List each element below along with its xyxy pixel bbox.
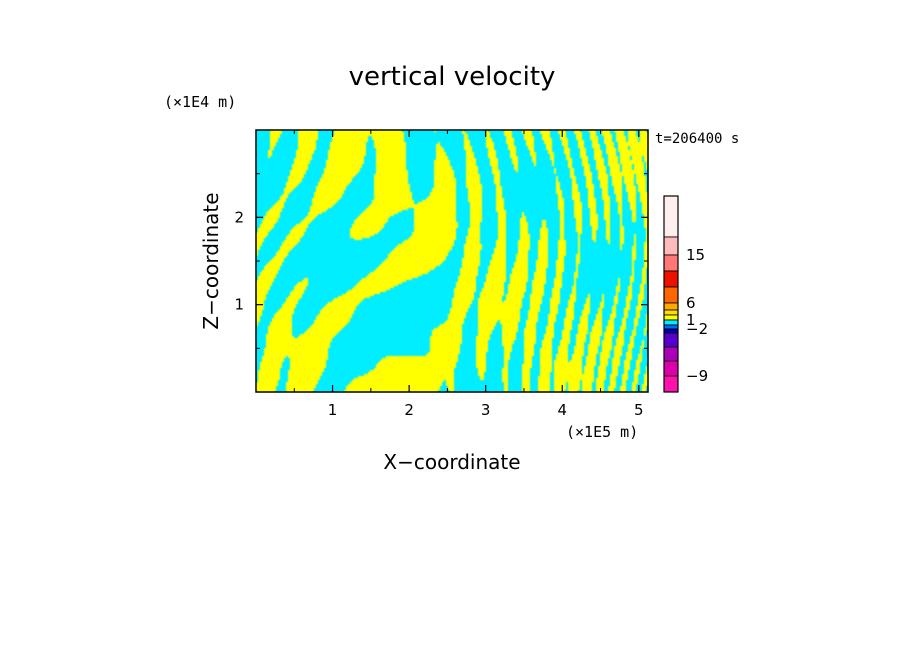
time-label: t=206400 s <box>655 131 739 147</box>
colorbar-segment-8 <box>663 314 679 321</box>
x-axis: 1 2 3 4 5 <box>293 130 644 419</box>
colorbar-segment-13 <box>663 346 679 362</box>
colorbar-segment-9 <box>663 319 679 326</box>
colorbar-segment-2 <box>663 236 679 256</box>
colorbar-label-1: 15 <box>686 246 705 264</box>
colorbar-segment-5 <box>663 286 679 304</box>
y-unit-label: (×1E4 m) <box>164 93 236 111</box>
x-tick-label-5: 5 <box>634 401 644 419</box>
colorbar-segment-12 <box>663 332 679 348</box>
x-tick-label-2: 2 <box>404 401 414 419</box>
chart-title: vertical velocity <box>349 62 556 92</box>
colorbar-label-5: −9 <box>686 367 708 385</box>
y-tick-label-1: 1 <box>234 296 244 314</box>
colorbar-segment-4 <box>663 270 679 288</box>
x-tick-label-1: 1 <box>328 401 338 419</box>
x-unit-label: (×1E5 m) <box>566 423 638 441</box>
colorbar-segment-6 <box>663 302 679 311</box>
colorbar: 15 61−2 −9 <box>663 195 708 393</box>
colorbar-segment-7 <box>663 309 679 316</box>
colorbar-label-4: −2 <box>686 320 708 338</box>
colorbar-segment-1 <box>663 195 679 238</box>
velocity-field <box>256 130 648 392</box>
colorbar-label-2: 6 <box>686 294 696 312</box>
colorbar-segment-10 <box>663 324 679 330</box>
velocity-field-image <box>256 130 648 392</box>
y-axis: 12 <box>234 173 648 349</box>
colorbar-segment-3 <box>663 254 679 272</box>
y-tick-label-2: 2 <box>234 208 244 226</box>
colorbar-label-3: 1 <box>686 311 696 329</box>
colorbar-frame <box>663 195 679 393</box>
colorbar-segment-11 <box>663 328 679 334</box>
x-tick-label-3: 3 <box>481 401 491 419</box>
x-axis-label: X−coordinate <box>383 450 520 474</box>
x-tick-label-4: 4 <box>557 401 567 419</box>
y-axis-label: Z−coordinate <box>199 192 223 329</box>
plot-area <box>255 129 649 393</box>
colorbar-segment-14 <box>663 360 679 377</box>
colorbar-segment-15 <box>663 375 679 393</box>
